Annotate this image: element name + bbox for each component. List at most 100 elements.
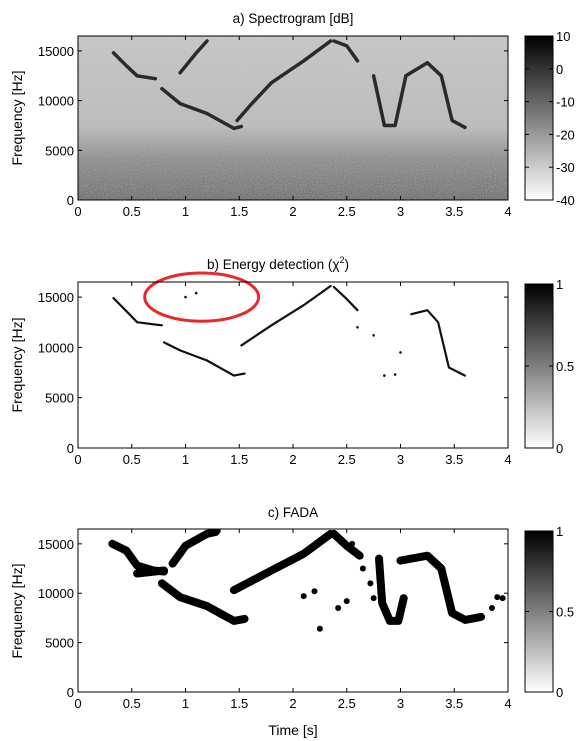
detection-dot (184, 295, 187, 299)
detection-dot (311, 588, 318, 595)
x-tick-label: 3 (397, 204, 404, 219)
x-tick-label: 4 (504, 452, 511, 467)
y-tick-label: 15000 (38, 44, 74, 59)
detection-dot (214, 529, 221, 534)
x-tick-label: 2.5 (338, 204, 356, 219)
x-tick-label: 2 (289, 204, 296, 219)
x-tick-label: 3 (397, 452, 404, 467)
panel-c-ticks: 0 0.5 1 1.5 2 2.5 3 3.5 4 0 5000 10000 15000 (38, 529, 512, 711)
trace-5 (410, 309, 467, 377)
detection-dot (370, 595, 377, 602)
colorbar-tick-label: -20 (556, 127, 575, 142)
x-tick-label: 4 (504, 696, 511, 711)
panel-b: 0 0.5 1 1.5 2 2.5 3 3.5 4 0 5000 10000 15000 (38, 271, 512, 467)
colorbar-tick-label: 1 (556, 524, 563, 539)
trace-2 (133, 566, 168, 578)
colorbar-gradient (525, 531, 553, 692)
detection-dot (372, 334, 375, 337)
detection-dot (499, 595, 506, 602)
panel-b-title: b) Energy detection (χ2) (207, 255, 349, 272)
colorbar-frame (524, 35, 554, 201)
detection-dot (494, 594, 501, 601)
y-tick-label: 5000 (45, 636, 74, 651)
panel-a-noise (78, 36, 508, 200)
x-tick-label: 1.5 (230, 452, 248, 467)
panel-a-colorbar: 10 0 -10 -20 -30 -40 (524, 29, 575, 208)
colorbar-tick-label: 0.5 (556, 605, 574, 620)
trace-1 (112, 297, 163, 327)
panel-b-title-suffix: ) (344, 257, 349, 272)
trace-7 (404, 61, 467, 130)
trace-3 (157, 579, 249, 625)
panel-b-title-sup: 2 (339, 255, 344, 265)
y-tick-label: 0 (67, 441, 74, 456)
trace-4 (332, 285, 359, 312)
detection-dot (367, 580, 374, 587)
panel-a-traces (111, 39, 467, 131)
detection-dot (393, 373, 397, 376)
y-tick-label: 10000 (38, 94, 74, 109)
colorbar-tick-label: -30 (556, 160, 575, 175)
x-tick-label: 0 (74, 452, 81, 467)
trace-5 (229, 529, 335, 595)
panel-a: 0 0.5 1 1.5 2 2.5 3 3.5 4 0 5000 10000 15000 (38, 35, 512, 219)
detection-dot (488, 605, 495, 612)
trace-3 (240, 284, 332, 347)
panel-b-ylabel: Frequency [Hz] (9, 318, 25, 413)
y-tick-label: 0 (67, 685, 74, 700)
detection-dot (194, 291, 198, 295)
panel-a-title: a) Spectrogram [dB] (233, 11, 354, 26)
x-tick-label: 3.5 (445, 204, 463, 219)
detection-dot (349, 540, 356, 547)
panel-c-title: c) FADA (268, 505, 318, 520)
panel-c-ylabel: Frequency [Hz] (9, 564, 25, 659)
x-tick-label: 2.5 (338, 696, 356, 711)
panel-c: 0 0.5 1 1.5 2 2.5 3 3.5 4 0 5000 10000 15000 (38, 528, 512, 711)
colorbar-tick-label: 0 (556, 685, 563, 700)
x-tick-label: 1 (182, 204, 189, 219)
detection-dot (316, 625, 323, 632)
x-tick-label: 1 (182, 696, 189, 711)
trace-2 (162, 341, 246, 377)
x-tick-label: 2.5 (338, 452, 356, 467)
panel-b-background (78, 282, 508, 448)
trace-8 (396, 551, 486, 624)
colorbar-tick-label: 0 (556, 62, 563, 77)
panel-b-traces (112, 284, 467, 377)
x-tick-label: 0.5 (123, 204, 141, 219)
x-tick-label: 4 (504, 204, 511, 219)
panel-a-ticks: 0 0.5 1 1.5 2 2.5 3 3.5 4 0 5000 10000 15000 (38, 36, 512, 219)
y-tick-label: 0 (67, 193, 74, 208)
detection-dot (343, 598, 350, 605)
trace-2 (160, 86, 244, 131)
trace-4 (168, 529, 220, 568)
colorbar-tick-label: -40 (556, 193, 575, 208)
x-tick-label: 0 (74, 696, 81, 711)
colorbar-gradient (525, 36, 553, 200)
x-tick-label: 3 (397, 696, 404, 711)
x-tick-label: 0.5 (123, 696, 141, 711)
panel-a-ylabel: Frequency [Hz] (9, 71, 25, 166)
detection-dot (359, 565, 366, 572)
colorbar-gradient (525, 284, 553, 448)
x-tick-label: 3.5 (445, 696, 463, 711)
colorbar-tick-label: 10 (556, 29, 570, 44)
x-tick-label: 0.5 (123, 452, 141, 467)
x-tick-label: 1.5 (230, 204, 248, 219)
detection-dot (335, 605, 342, 612)
detection-dot (356, 325, 359, 329)
x-tick-label: 1.5 (230, 696, 248, 711)
detection-dot (399, 351, 402, 354)
detection-dot (300, 593, 307, 600)
x-tick-label: 3.5 (445, 452, 463, 467)
trace-4 (235, 39, 333, 123)
detection-dot (383, 374, 386, 377)
panel-c-xlabel: Time [s] (268, 722, 317, 738)
panel-c-traces (108, 529, 506, 632)
y-tick-label: 10000 (38, 340, 74, 355)
x-tick-label: 2 (289, 696, 296, 711)
red-ellipse-annotation (143, 271, 261, 323)
x-tick-label: 0 (74, 204, 81, 219)
colorbar-tick-label: -10 (556, 95, 575, 110)
